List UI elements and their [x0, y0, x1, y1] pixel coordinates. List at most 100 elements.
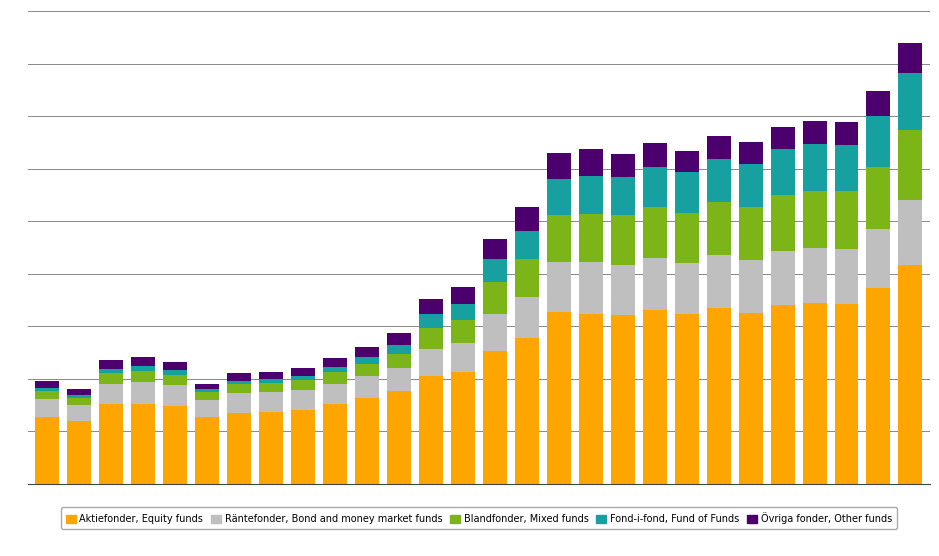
- Bar: [68, 389, 91, 395]
- Bar: [483, 315, 507, 350]
- Bar: [68, 405, 91, 421]
- Bar: [546, 153, 571, 179]
- Bar: [803, 145, 826, 191]
- Bar: [131, 366, 155, 371]
- Bar: [515, 337, 539, 484]
- Bar: [68, 398, 91, 405]
- Bar: [259, 379, 283, 383]
- Bar: [259, 383, 283, 392]
- Bar: [100, 384, 123, 404]
- Bar: [546, 262, 571, 312]
- Bar: [68, 421, 91, 484]
- Bar: [291, 376, 316, 380]
- Bar: [578, 314, 603, 484]
- Bar: [451, 286, 475, 304]
- Bar: [867, 288, 890, 484]
- Bar: [642, 207, 667, 258]
- Bar: [259, 371, 283, 379]
- Bar: [675, 314, 699, 484]
- Bar: [899, 200, 922, 265]
- Bar: [419, 328, 443, 349]
- Bar: [610, 315, 635, 484]
- Bar: [419, 299, 443, 315]
- Bar: [610, 154, 635, 176]
- Bar: [100, 369, 123, 373]
- Bar: [387, 345, 411, 354]
- Bar: [899, 130, 922, 200]
- Bar: [355, 364, 379, 376]
- Bar: [899, 43, 922, 73]
- Bar: [707, 255, 731, 309]
- Bar: [578, 262, 603, 314]
- Bar: [419, 349, 443, 376]
- Bar: [610, 265, 635, 315]
- Bar: [835, 191, 858, 249]
- Bar: [675, 151, 699, 172]
- Bar: [36, 381, 59, 388]
- Bar: [515, 259, 539, 297]
- Bar: [642, 258, 667, 310]
- Bar: [867, 230, 890, 288]
- Bar: [291, 380, 316, 390]
- Bar: [771, 127, 794, 150]
- Bar: [578, 150, 603, 176]
- Bar: [899, 265, 922, 484]
- Bar: [642, 310, 667, 484]
- Bar: [323, 373, 347, 384]
- Bar: [451, 343, 475, 372]
- Bar: [899, 73, 922, 130]
- Bar: [707, 159, 731, 202]
- Bar: [68, 395, 91, 398]
- Bar: [36, 417, 59, 484]
- Bar: [515, 297, 539, 337]
- Bar: [355, 376, 379, 398]
- Bar: [642, 167, 667, 207]
- Bar: [610, 176, 635, 215]
- Bar: [163, 385, 187, 406]
- Bar: [483, 350, 507, 484]
- Bar: [419, 315, 443, 328]
- Bar: [771, 150, 794, 195]
- Bar: [803, 121, 826, 145]
- Bar: [739, 260, 762, 312]
- Bar: [451, 320, 475, 343]
- Bar: [835, 249, 858, 304]
- Bar: [419, 376, 443, 484]
- Bar: [100, 360, 123, 369]
- Bar: [387, 391, 411, 484]
- Bar: [36, 391, 59, 399]
- Bar: [195, 389, 219, 392]
- Bar: [483, 282, 507, 315]
- Bar: [578, 214, 603, 262]
- Bar: [515, 231, 539, 259]
- Bar: [675, 264, 699, 314]
- Bar: [227, 373, 251, 381]
- Bar: [163, 375, 187, 385]
- Bar: [355, 398, 379, 484]
- Bar: [387, 333, 411, 345]
- Bar: [642, 142, 667, 167]
- Bar: [227, 413, 251, 484]
- Bar: [803, 191, 826, 249]
- Bar: [546, 179, 571, 215]
- Bar: [546, 312, 571, 484]
- Bar: [131, 382, 155, 404]
- Bar: [227, 381, 251, 385]
- Bar: [707, 136, 731, 159]
- Bar: [803, 303, 826, 484]
- Bar: [835, 122, 858, 145]
- Bar: [163, 406, 187, 484]
- Bar: [739, 163, 762, 207]
- Bar: [515, 207, 539, 231]
- Bar: [131, 371, 155, 382]
- Bar: [36, 388, 59, 391]
- Bar: [707, 202, 731, 255]
- Bar: [451, 372, 475, 484]
- Bar: [227, 394, 251, 413]
- Bar: [803, 249, 826, 303]
- Bar: [131, 404, 155, 484]
- Bar: [771, 305, 794, 484]
- Bar: [578, 176, 603, 214]
- Bar: [291, 390, 316, 410]
- Bar: [323, 384, 347, 404]
